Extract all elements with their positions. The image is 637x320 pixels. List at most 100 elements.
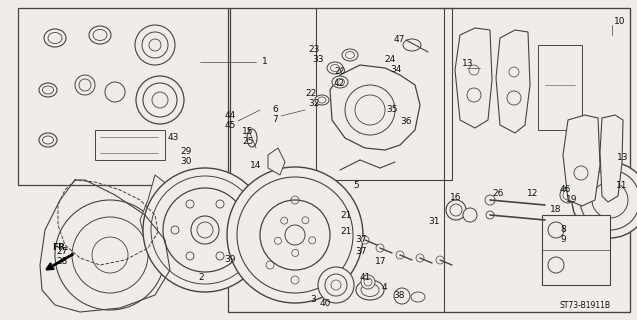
Ellipse shape: [136, 76, 184, 124]
Polygon shape: [140, 175, 175, 245]
Text: 15: 15: [242, 126, 254, 135]
Ellipse shape: [572, 162, 637, 238]
Ellipse shape: [592, 182, 628, 218]
Ellipse shape: [163, 188, 247, 272]
Ellipse shape: [403, 39, 421, 51]
Ellipse shape: [191, 216, 219, 244]
Text: 39: 39: [224, 255, 236, 265]
Polygon shape: [455, 28, 492, 128]
Polygon shape: [330, 65, 420, 150]
Text: 18: 18: [550, 205, 561, 214]
Text: FR.: FR.: [52, 244, 69, 252]
Bar: [95, 130, 165, 160]
Bar: [316, 8, 452, 180]
Text: 41: 41: [360, 274, 371, 283]
Text: 42: 42: [334, 79, 345, 89]
Bar: [542, 215, 610, 285]
Text: ST73-B1911B: ST73-B1911B: [560, 300, 611, 309]
Ellipse shape: [75, 75, 95, 95]
Text: 45: 45: [225, 121, 236, 130]
Text: 34: 34: [390, 66, 401, 75]
Ellipse shape: [260, 200, 330, 270]
Text: 16: 16: [450, 194, 461, 203]
Text: 5: 5: [353, 180, 359, 189]
Text: 46: 46: [560, 186, 571, 195]
Bar: [444, 8, 630, 312]
Ellipse shape: [39, 83, 57, 97]
Text: 9: 9: [560, 236, 566, 244]
Text: 6: 6: [272, 106, 278, 115]
Text: 13: 13: [462, 60, 473, 68]
Bar: [18, 8, 230, 185]
Polygon shape: [496, 30, 530, 133]
Polygon shape: [600, 115, 623, 202]
Ellipse shape: [105, 82, 125, 102]
Ellipse shape: [342, 49, 358, 61]
Text: 26: 26: [492, 188, 503, 197]
Ellipse shape: [227, 167, 363, 303]
Text: 44: 44: [225, 110, 236, 119]
Ellipse shape: [332, 76, 348, 88]
Text: 2: 2: [198, 274, 204, 283]
Bar: [228, 8, 630, 312]
Text: 36: 36: [400, 116, 412, 125]
Text: 33: 33: [312, 54, 324, 63]
Text: 24: 24: [384, 55, 395, 65]
Ellipse shape: [327, 62, 343, 74]
Bar: [538, 45, 582, 130]
Ellipse shape: [396, 251, 404, 259]
Text: 40: 40: [320, 299, 331, 308]
Ellipse shape: [411, 292, 425, 302]
Text: 37: 37: [355, 236, 366, 244]
Text: 25: 25: [242, 138, 254, 147]
Ellipse shape: [285, 225, 305, 245]
Text: 12: 12: [527, 189, 538, 198]
Text: 13: 13: [617, 154, 629, 163]
Text: 19: 19: [566, 196, 578, 204]
Ellipse shape: [361, 275, 375, 289]
Text: 1: 1: [262, 58, 268, 67]
Ellipse shape: [44, 29, 66, 47]
Ellipse shape: [356, 280, 384, 300]
Ellipse shape: [560, 187, 576, 203]
Text: 32: 32: [308, 99, 319, 108]
Ellipse shape: [376, 244, 384, 252]
Text: 28: 28: [56, 258, 68, 267]
Text: 37: 37: [355, 247, 366, 257]
Ellipse shape: [39, 133, 57, 147]
Text: 38: 38: [393, 291, 404, 300]
Ellipse shape: [135, 25, 175, 65]
Text: 22: 22: [305, 90, 316, 99]
Text: 3: 3: [310, 295, 316, 305]
Ellipse shape: [394, 288, 410, 304]
Ellipse shape: [89, 26, 111, 44]
Text: 20: 20: [334, 68, 345, 76]
Text: 47: 47: [394, 36, 405, 44]
Text: 35: 35: [386, 106, 397, 115]
Ellipse shape: [416, 254, 424, 262]
Text: 8: 8: [560, 226, 566, 235]
Polygon shape: [563, 115, 600, 206]
Ellipse shape: [463, 208, 477, 222]
Text: 43: 43: [168, 133, 180, 142]
Text: 21: 21: [340, 228, 352, 236]
Text: 11: 11: [616, 180, 627, 189]
Text: 17: 17: [375, 258, 387, 267]
Ellipse shape: [446, 200, 466, 220]
Text: 14: 14: [250, 161, 261, 170]
Text: 7: 7: [272, 116, 278, 124]
Text: 23: 23: [308, 45, 319, 54]
Ellipse shape: [361, 236, 369, 244]
Text: 31: 31: [428, 218, 440, 227]
Text: 10: 10: [614, 18, 626, 27]
Text: 27: 27: [56, 247, 68, 257]
Text: 30: 30: [180, 157, 192, 166]
Polygon shape: [268, 148, 285, 175]
Ellipse shape: [318, 267, 354, 303]
Ellipse shape: [436, 256, 444, 264]
Text: 21: 21: [340, 211, 352, 220]
Text: 4: 4: [382, 284, 388, 292]
Text: 29: 29: [180, 148, 191, 156]
Ellipse shape: [247, 129, 257, 147]
Ellipse shape: [315, 95, 329, 105]
